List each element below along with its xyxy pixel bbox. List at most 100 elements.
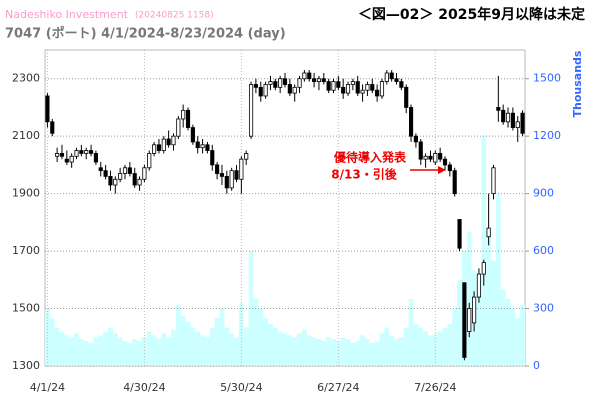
candle-body <box>360 89 365 94</box>
candle-body <box>316 78 322 82</box>
volume-bar <box>510 308 516 366</box>
volume-bar <box>151 335 157 366</box>
volume-bar <box>408 298 414 366</box>
candle-body <box>195 141 200 149</box>
candle-body <box>69 155 74 163</box>
annotation: 優待導入発表 <box>333 150 407 165</box>
candle-body <box>307 72 312 80</box>
candle-body <box>59 153 65 157</box>
y-tick-label: 2100 <box>12 129 40 142</box>
volume-bar <box>306 335 312 366</box>
candle-body <box>127 167 132 174</box>
candle-body <box>418 141 423 160</box>
candle-body <box>345 84 351 94</box>
candle-body <box>79 150 84 154</box>
candle-body <box>370 84 375 91</box>
volume-bar <box>49 318 55 366</box>
candle-body <box>394 78 399 82</box>
candle-body <box>297 78 302 88</box>
volume-bar <box>263 318 269 366</box>
volume-bar <box>238 302 244 366</box>
volume-bar <box>98 335 104 366</box>
volume-bar <box>243 327 249 366</box>
plot <box>45 50 525 367</box>
candle-body <box>229 170 234 189</box>
volume-bar <box>321 341 327 366</box>
volume-bar <box>234 337 239 366</box>
volume-bar <box>350 343 356 366</box>
candle-body <box>312 78 317 82</box>
volume-bar <box>432 333 438 366</box>
volume-bar <box>224 327 230 366</box>
volume-bar <box>127 343 133 366</box>
candle-body <box>171 135 176 146</box>
volume-bar <box>146 331 152 366</box>
volume-bar <box>311 337 317 366</box>
candle-body <box>118 173 123 180</box>
candle-body <box>384 72 389 83</box>
volume-bar <box>277 331 283 366</box>
candle-body <box>137 178 142 186</box>
candle-body <box>428 155 433 160</box>
candle-body <box>404 86 409 108</box>
y-tick-label: 1700 <box>12 244 40 257</box>
volume-bar <box>93 337 99 366</box>
volume-bar <box>103 331 109 366</box>
candle-body <box>108 175 113 186</box>
candle-body <box>200 144 205 149</box>
y2-tick-label: 900 <box>533 187 554 200</box>
candle-body <box>98 167 103 172</box>
candle-body <box>253 84 258 88</box>
volume-bar <box>301 329 307 366</box>
volume-bar <box>117 337 123 366</box>
y2-axis-label: Thousands <box>571 50 584 117</box>
volume-bar <box>418 327 424 366</box>
volume-bar <box>161 333 167 366</box>
candle-body <box>190 127 195 143</box>
candle-body <box>438 153 443 160</box>
candle-body <box>210 150 215 166</box>
volume-bar <box>452 308 458 366</box>
volume-bar <box>389 335 395 366</box>
volume-bar <box>229 333 235 366</box>
volume-bar <box>500 289 506 366</box>
candle-body <box>452 170 457 195</box>
candle-body <box>166 138 171 146</box>
candle-body <box>413 135 418 143</box>
volume-bar <box>466 231 472 366</box>
volume-bar <box>190 327 196 366</box>
volume-bar <box>108 327 113 366</box>
candle-body <box>282 78 288 85</box>
volume-bar <box>248 251 254 366</box>
candle-body <box>248 84 254 137</box>
volume-bar <box>447 323 453 366</box>
candle-body <box>74 150 79 157</box>
candle-body <box>510 112 515 128</box>
volume-bar <box>495 193 501 366</box>
volume-bar <box>205 337 210 366</box>
volume-bar <box>214 318 220 366</box>
volume-bar <box>476 279 482 366</box>
candle-body <box>375 89 380 97</box>
volume-bar <box>175 304 181 366</box>
candle-body <box>113 178 118 186</box>
candle-body <box>491 167 496 195</box>
volume-bar <box>384 327 390 366</box>
volume-bar <box>413 323 419 366</box>
volume-bar <box>365 339 370 366</box>
y2-tick-label: 1200 <box>533 129 561 142</box>
volume-bar <box>486 231 492 366</box>
candle-body <box>389 72 394 80</box>
volume-bar <box>83 341 89 366</box>
candle-body <box>132 173 137 186</box>
candle-body <box>496 107 501 111</box>
y-tick-label: 1900 <box>12 187 40 200</box>
candle-body <box>152 144 157 154</box>
y-tick-label: 2300 <box>12 72 40 85</box>
volume-bar <box>374 341 380 366</box>
annotation: 8/13・引後 <box>331 167 397 182</box>
volume-bar <box>457 279 462 366</box>
candle-body <box>268 81 273 85</box>
candle-body <box>147 153 152 169</box>
y-tick-label: 1500 <box>12 302 40 315</box>
